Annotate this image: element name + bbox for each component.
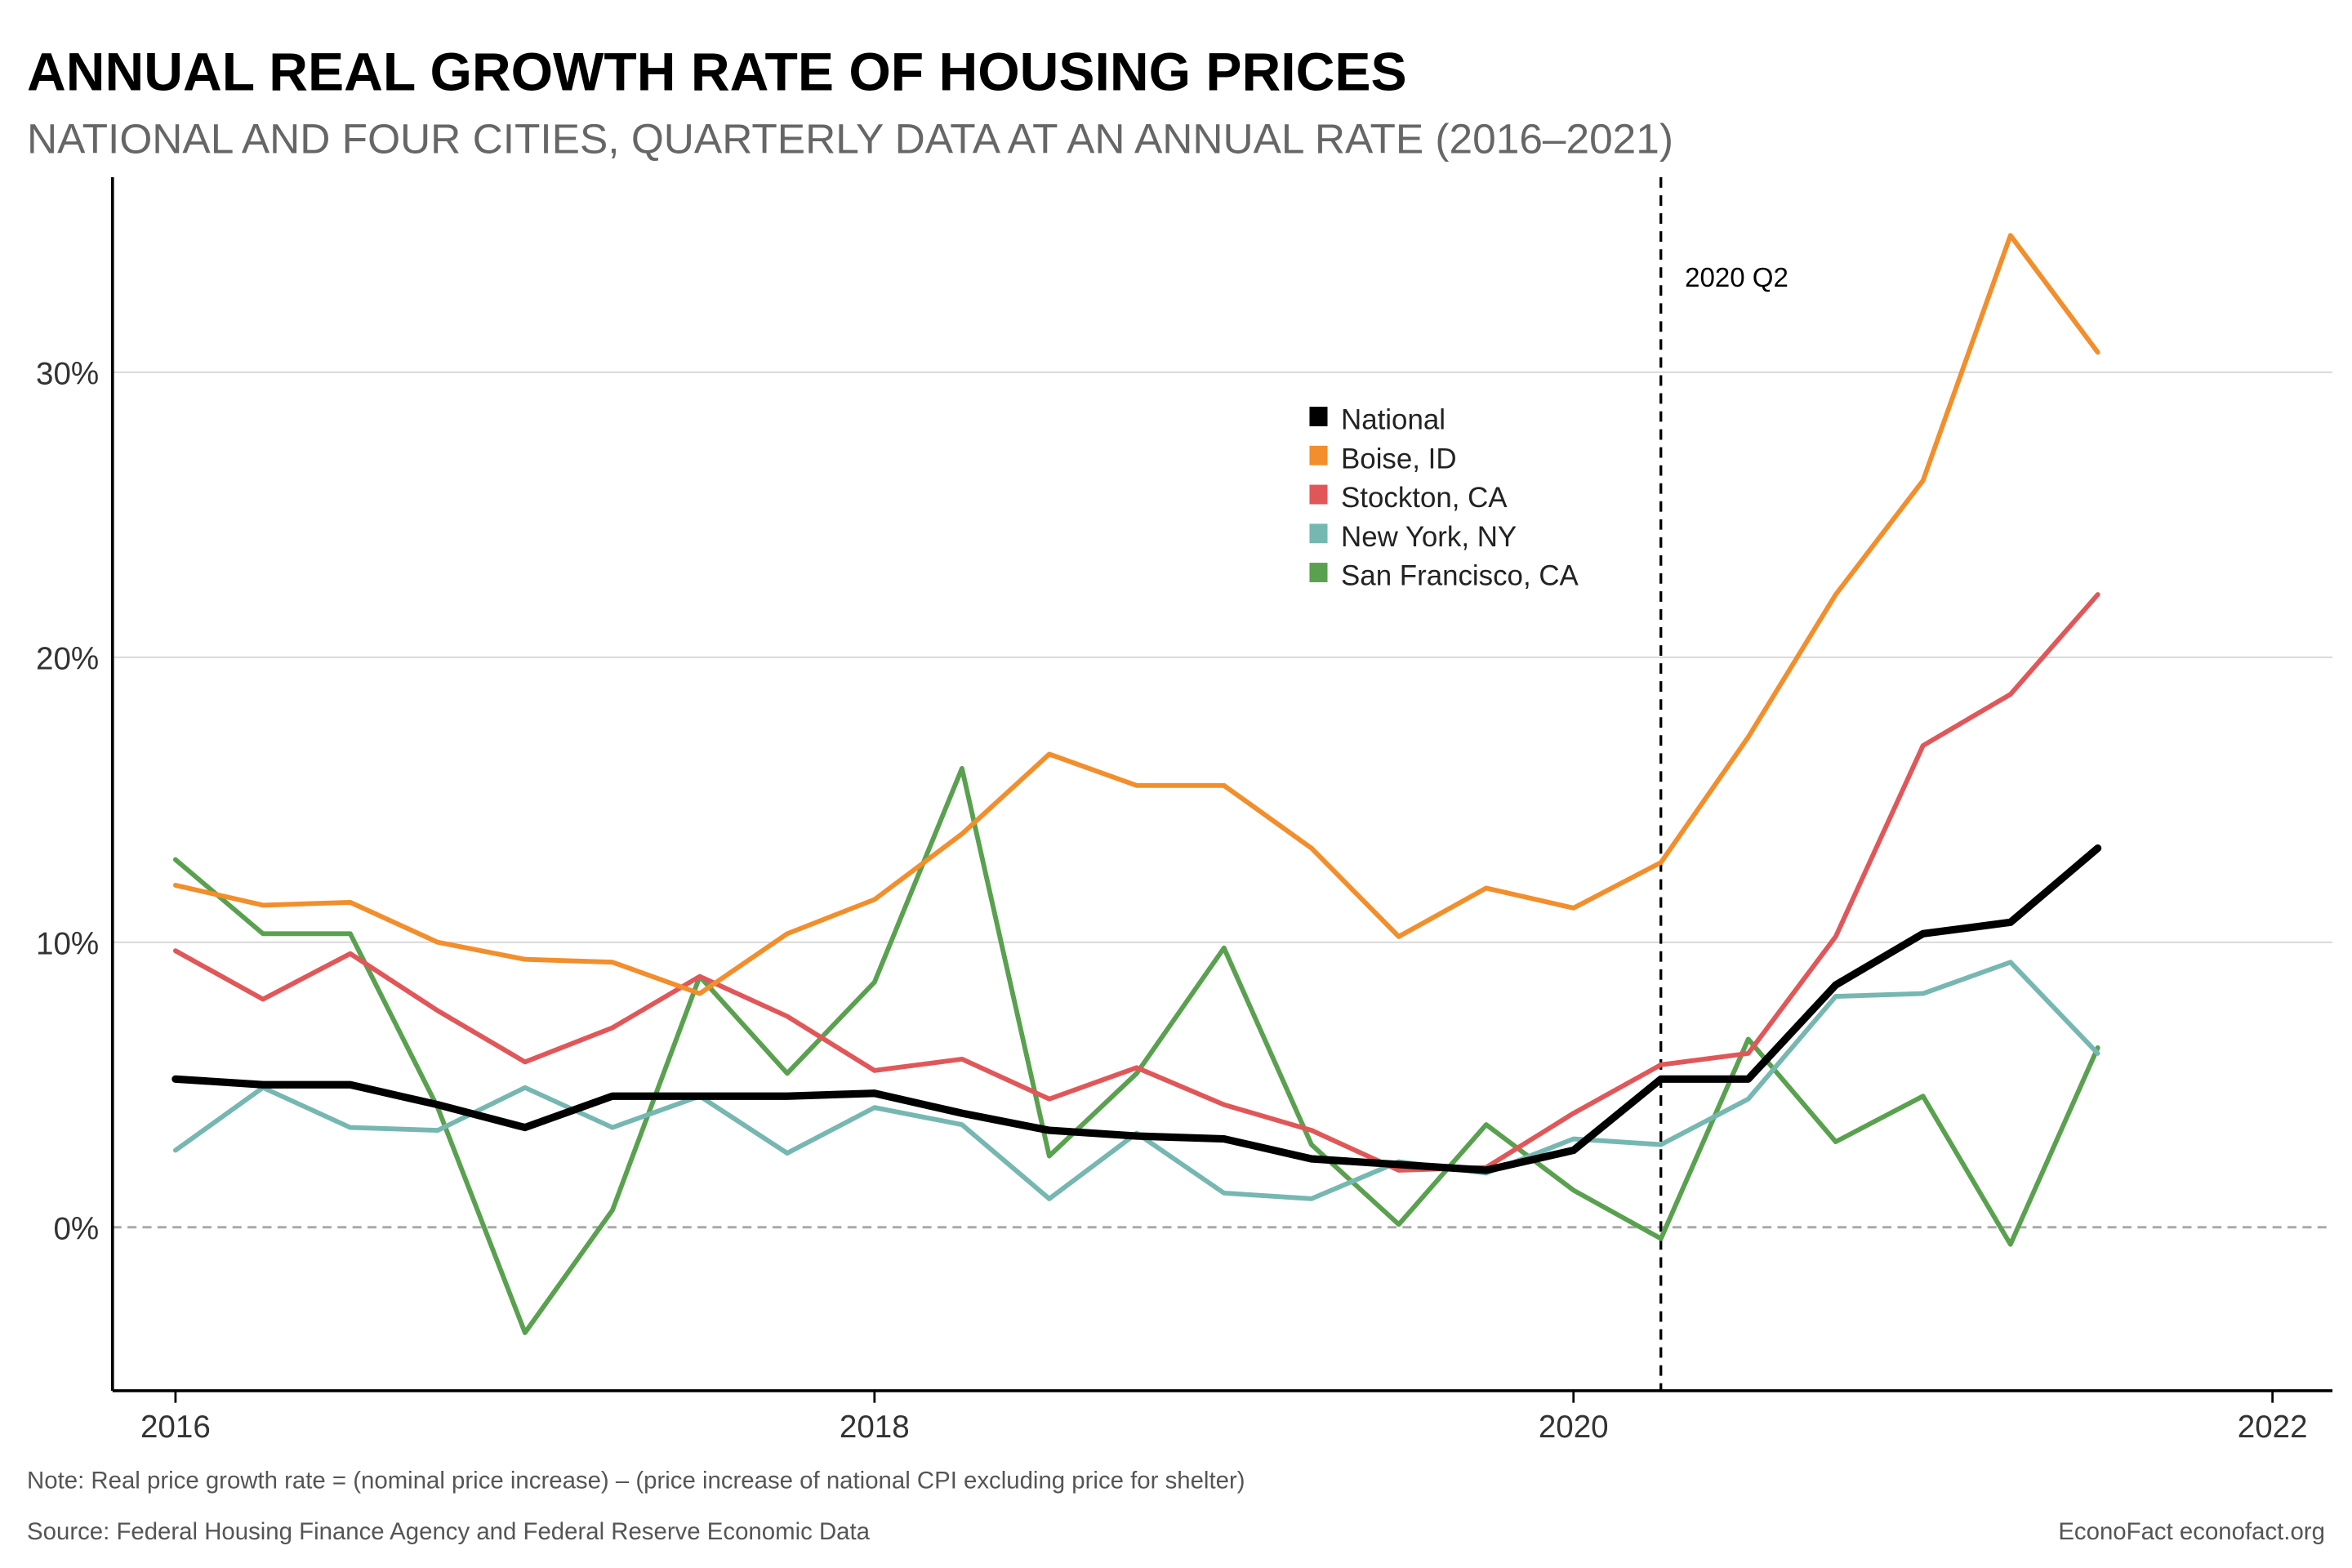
chart-source: Source: Federal Housing Finance Agency a…: [27, 1518, 871, 1545]
x-tick-label: 2020: [1539, 1410, 1609, 1445]
annotation-label: 2020 Q2: [1685, 263, 1788, 293]
series-line-stockton-ca: [172, 592, 2100, 1173]
y-tick-label: 0%: [53, 1211, 99, 1246]
legend-swatch: [1309, 445, 1328, 466]
series-line-national: [172, 844, 2102, 1174]
x-axis-ticks: 2016 2018 2020 2022: [140, 1390, 2308, 1445]
legend-swatch: [1309, 523, 1328, 544]
series-line-new-york-ny: [172, 960, 2100, 1201]
legend-label: New York, NY: [1341, 521, 1517, 553]
chart-note: Note: Real price growth rate = (nominal …: [27, 1467, 1245, 1494]
x-tick-label: 2016: [140, 1410, 211, 1445]
series-line-boise-id: [172, 233, 2100, 996]
y-tick-label: 30%: [36, 357, 99, 392]
chart-title: ANNUAL REAL GROWTH RATE OF HOUSING PRICE…: [27, 42, 1407, 103]
legend-label: Boise, ID: [1341, 443, 1457, 474]
legend-label: San Francisco, CA: [1341, 560, 1579, 592]
legend-swatch: [1309, 484, 1328, 505]
x-tick-label: 2022: [2238, 1410, 2308, 1445]
legend-label: National: [1341, 404, 1446, 436]
y-axis-ticks: 0% 10% 20% 30%: [36, 357, 99, 1247]
legend-swatch: [1309, 563, 1328, 582]
gridlines: [112, 371, 2333, 943]
series-lines: [172, 233, 2102, 1335]
y-tick-label: 10%: [36, 926, 99, 961]
legend: National Boise, ID Stockton, CA New York, N…: [1309, 404, 1579, 592]
series-line-san-francisco-ca: [172, 765, 2100, 1335]
legend-swatch: [1309, 407, 1328, 426]
chart-subtitle: NATIONAL AND FOUR CITIES, QUARTERLY DATA…: [27, 115, 1673, 163]
y-tick-label: 20%: [36, 641, 99, 676]
legend-label: Stockton, CA: [1341, 482, 1508, 514]
x-tick-label: 2018: [840, 1410, 910, 1445]
chart-credit: EconoFact econofact.org: [2058, 1518, 2325, 1545]
